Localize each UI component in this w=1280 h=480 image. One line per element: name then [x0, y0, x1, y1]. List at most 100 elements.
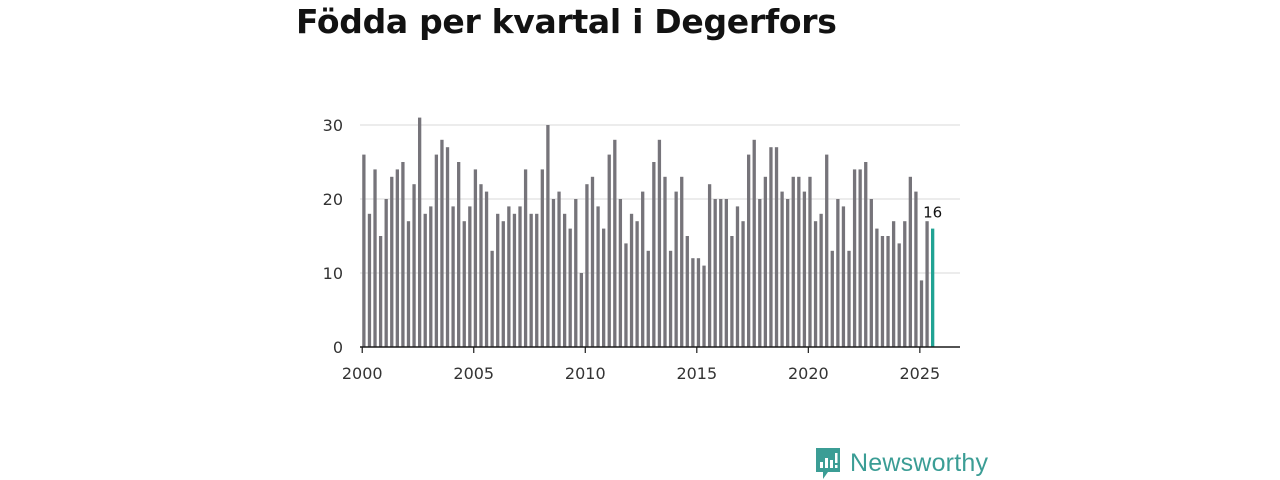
bar — [752, 139, 756, 347]
bar — [629, 213, 634, 347]
bar — [473, 169, 478, 347]
x-tick-label: 2025 — [899, 364, 940, 383]
bar — [490, 250, 494, 347]
bar — [590, 176, 595, 347]
bar — [479, 184, 483, 347]
bar — [579, 273, 584, 347]
bar — [451, 206, 455, 347]
bar — [774, 147, 779, 347]
bar — [641, 191, 645, 347]
bar-latest — [931, 228, 935, 347]
bar — [624, 243, 628, 347]
bar — [512, 213, 517, 347]
bar — [557, 191, 561, 347]
bar — [468, 206, 472, 347]
bar — [412, 184, 416, 347]
bar — [390, 176, 394, 347]
bar — [780, 191, 784, 347]
bar — [763, 176, 768, 347]
bar — [691, 258, 695, 347]
x-tick-label: 2010 — [565, 364, 606, 383]
bar — [646, 250, 650, 347]
bar — [663, 176, 667, 347]
bar — [423, 213, 427, 347]
bar — [819, 213, 823, 347]
bar — [791, 176, 795, 347]
bar — [401, 162, 405, 347]
bar — [830, 250, 834, 347]
x-tick-label: 2015 — [676, 364, 717, 383]
x-tick-label: 2020 — [788, 364, 829, 383]
bar — [836, 199, 840, 347]
bar — [903, 221, 907, 347]
newsworthy-logo[interactable]: Newsworthy — [814, 446, 988, 480]
bar — [523, 169, 528, 347]
bar — [680, 176, 684, 347]
bar — [484, 191, 489, 347]
brand-name: Newsworthy — [850, 448, 989, 477]
bar — [434, 154, 439, 347]
bar — [546, 125, 550, 347]
bar — [919, 280, 924, 347]
bar — [657, 139, 662, 347]
bar — [602, 228, 606, 347]
bar — [702, 265, 706, 347]
bar — [395, 169, 399, 347]
bar — [652, 162, 656, 347]
y-tick-label: 20 — [323, 190, 343, 209]
y-tick-label: 0 — [333, 338, 343, 357]
bar — [445, 147, 450, 347]
bar — [707, 184, 712, 347]
bar — [713, 199, 717, 347]
bar — [813, 221, 818, 347]
bar — [596, 206, 600, 347]
bar — [802, 191, 807, 347]
x-tick-label: 2005 — [453, 364, 494, 383]
bar — [562, 213, 567, 347]
bar — [797, 176, 801, 347]
bar — [808, 176, 812, 347]
bar — [462, 221, 466, 347]
bar — [864, 162, 868, 347]
bar — [858, 169, 862, 347]
bar — [891, 221, 896, 347]
bar — [735, 206, 740, 347]
bar — [730, 236, 734, 347]
bar — [875, 228, 879, 347]
x-tick-label: 2000 — [342, 364, 383, 383]
bar — [551, 199, 556, 347]
bar — [535, 213, 539, 347]
bar — [367, 213, 372, 347]
bar — [880, 236, 885, 347]
bar — [758, 199, 762, 347]
bar — [825, 154, 829, 347]
bar — [585, 184, 589, 347]
bar — [696, 258, 701, 347]
y-tick-label: 30 — [323, 116, 343, 135]
bar — [769, 147, 773, 347]
bar — [440, 139, 444, 347]
bar — [378, 236, 383, 347]
bar — [507, 206, 511, 347]
bar — [908, 176, 912, 347]
bar — [529, 213, 533, 347]
bar — [886, 236, 890, 347]
bar — [786, 199, 790, 347]
bars — [362, 117, 935, 347]
bar — [373, 169, 377, 347]
bar-chart-speech-bubble-icon — [816, 448, 840, 479]
bar — [568, 228, 572, 347]
bar — [719, 199, 723, 347]
bar — [841, 206, 846, 347]
bar — [724, 199, 728, 347]
bar — [540, 169, 544, 347]
last-value-label: 16 — [923, 204, 942, 222]
y-axis-tick-labels: 0 10 20 30 — [323, 116, 343, 357]
x-axis-tick-labels: 2000 2005 2010 2015 2020 2025 — [342, 364, 940, 383]
bar — [914, 191, 918, 347]
bar — [847, 250, 851, 347]
bar — [674, 191, 678, 347]
bar — [406, 221, 411, 347]
bar — [429, 206, 433, 347]
